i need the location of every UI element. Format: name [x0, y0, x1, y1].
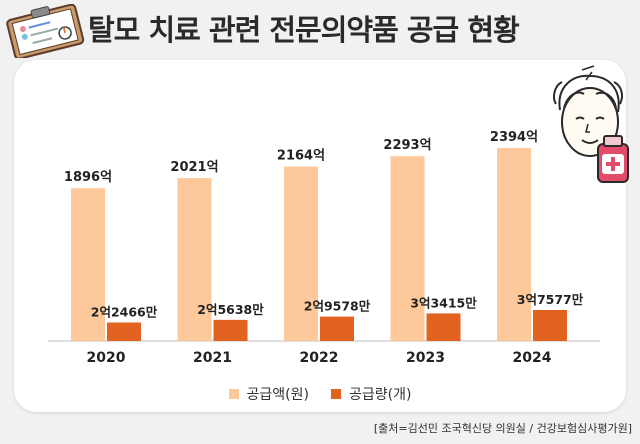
legend-swatch-amount: [228, 389, 239, 399]
bald-man-icon: [553, 65, 629, 183]
chart-legend: 공급액(원) 공급량(개): [0, 384, 640, 404]
x-tick-2023: 2023: [406, 350, 445, 366]
label-quantity-2022: 2억9578만: [304, 299, 371, 314]
bar-amount-2021: [177, 178, 212, 341]
legend-item-quantity: 공급량(개): [331, 384, 411, 404]
bar-quantity-2022: [320, 316, 354, 341]
title-bar: 탈모 치료 관련 전문의약품 공급 현황: [0, 0, 640, 60]
bar-amount-2023: [390, 156, 425, 341]
label-amount-2020: 1896억: [64, 170, 112, 185]
x-tick-2020: 2020: [87, 350, 126, 366]
legend-item-amount: 공급액(원): [228, 384, 309, 404]
label-amount-2022: 2164억: [277, 149, 325, 164]
label-amount-2023: 2293억: [383, 138, 431, 153]
legend-label-amount: 공급액(원): [246, 387, 309, 403]
bar-quantity-2020: [107, 322, 141, 341]
label-quantity-2021: 2억5638만: [197, 302, 264, 317]
bar-amount-2020: [71, 188, 105, 341]
label-quantity-2024: 3억7577만: [517, 292, 584, 307]
label-quantity-2023: 3억3415만: [410, 295, 477, 310]
label-amount-2024: 2394억: [490, 130, 538, 145]
x-tick-2022: 2022: [300, 350, 339, 366]
label-amount-2021: 2021억: [170, 160, 218, 175]
bar-quantity-2021: [213, 319, 248, 341]
source-note: [출처=김선민 조국혁신당 의원실 / 건강보험심사평가원]: [373, 422, 632, 435]
x-tick-2024: 2024: [513, 350, 552, 366]
clipboard-icon: [6, 4, 85, 58]
x-tick-2021: 2021: [193, 350, 232, 366]
bar-quantity-2023: [426, 313, 461, 341]
page-title: 탈모 치료 관련 전문의약품 공급 현황: [88, 13, 520, 47]
label-quantity-2020: 2억2466만: [91, 304, 158, 319]
legend-swatch-quantity: [331, 389, 341, 399]
bar-amount-2022: [284, 166, 318, 341]
bar-quantity-2024: [533, 310, 567, 341]
legend-label-quantity: 공급량(개): [349, 387, 412, 403]
bar-amount-2024: [497, 148, 531, 341]
